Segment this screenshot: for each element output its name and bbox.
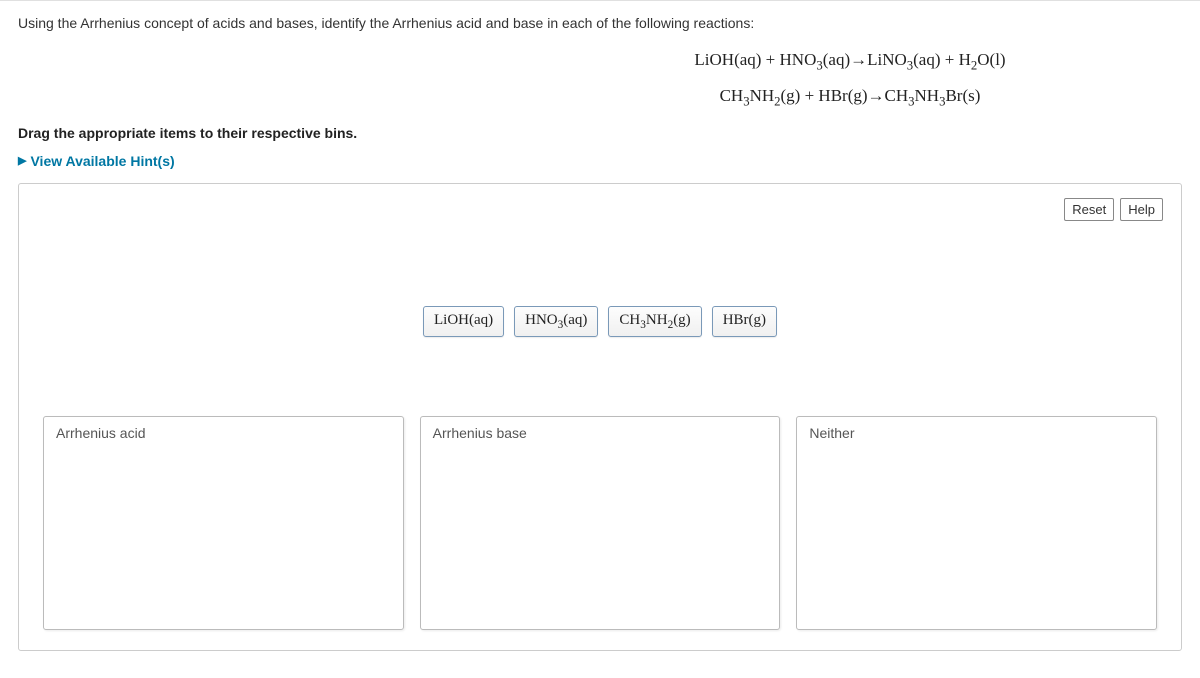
bin-label-neither: Neither [809, 425, 854, 441]
view-hints-toggle[interactable]: ▶ View Available Hint(s) [0, 147, 1200, 179]
work-area-panel: Reset Help LiOH(aq) HNO3(aq) CH3NH2(g) H… [18, 183, 1182, 651]
equation-2: CH3NH2(g) + HBr(g)→CH3NH3Br(s) [500, 79, 1200, 115]
help-button[interactable]: Help [1120, 198, 1163, 221]
equation-1: LiOH(aq) + HNO3(aq)→LiNO3(aq) + H2O(l) [500, 43, 1200, 79]
bin-neither[interactable]: Neither [796, 416, 1157, 630]
equations-block: LiOH(aq) + HNO3(aq)→LiNO3(aq) + H2O(l) C… [500, 43, 1200, 115]
drop-bins-row: Arrhenius acid Arrhenius base Neither [43, 416, 1157, 630]
bin-label-acid: Arrhenius acid [56, 425, 146, 441]
control-buttons: Reset Help [1064, 198, 1163, 221]
tile-lioh[interactable]: LiOH(aq) [423, 306, 504, 337]
bin-arrhenius-acid[interactable]: Arrhenius acid [43, 416, 404, 630]
question-text: Using the Arrhenius concept of acids and… [0, 1, 1200, 37]
bin-label-base: Arrhenius base [433, 425, 527, 441]
chevron-right-icon: ▶ [18, 154, 26, 167]
reset-button[interactable]: Reset [1064, 198, 1114, 221]
draggable-tiles-row: LiOH(aq) HNO3(aq) CH3NH2(g) HBr(g) [19, 306, 1181, 337]
bin-arrhenius-base[interactable]: Arrhenius base [420, 416, 781, 630]
tile-ch3nh2[interactable]: CH3NH2(g) [608, 306, 701, 337]
tile-hbr[interactable]: HBr(g) [712, 306, 777, 337]
view-hints-label: View Available Hint(s) [30, 153, 174, 169]
drag-instruction: Drag the appropriate items to their resp… [0, 115, 1200, 147]
tile-hno3[interactable]: HNO3(aq) [514, 306, 598, 337]
